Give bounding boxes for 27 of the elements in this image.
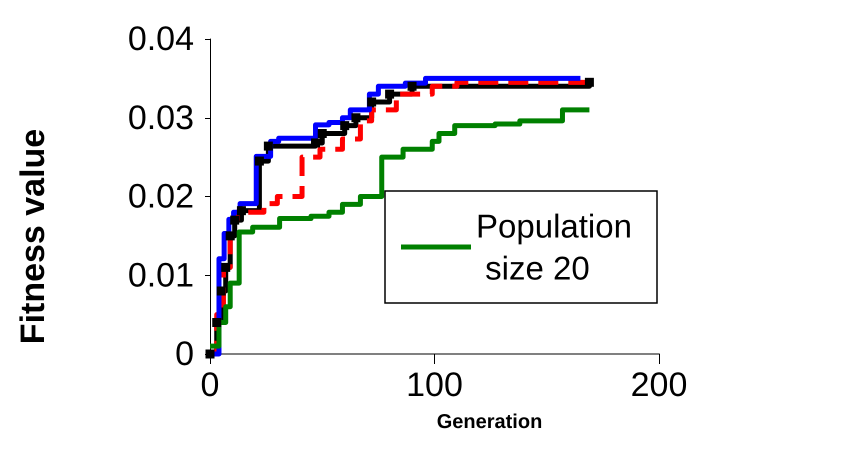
- point: [318, 129, 327, 138]
- point: [264, 142, 273, 151]
- x-tick-label: 200: [630, 366, 688, 404]
- point: [230, 216, 240, 225]
- y-tick-label: 0.02: [128, 178, 194, 216]
- y-axis-title: Fitness value: [14, 128, 52, 344]
- point: [385, 90, 394, 99]
- x-axis-title: Generation: [436, 411, 542, 433]
- y-tick-label: 0: [175, 335, 194, 373]
- y-tick-label: 0.03: [128, 98, 194, 137]
- point: [254, 156, 264, 166]
- point: [408, 82, 417, 91]
- point: [367, 98, 376, 106]
- y-tick-label: 0.01: [128, 256, 194, 294]
- point: [311, 138, 320, 148]
- legend-label: Population size 20: [476, 208, 632, 286]
- point: [236, 206, 246, 216]
- point: [584, 78, 594, 87]
- point: [351, 113, 360, 122]
- x-tick-label: 100: [406, 366, 463, 404]
- point: [216, 286, 226, 296]
- y-tick-label: 0.04: [128, 20, 194, 58]
- point: [212, 318, 222, 327]
- point: [226, 231, 235, 240]
- point: [340, 121, 350, 130]
- x-tick-label: 0: [200, 366, 220, 404]
- point: [221, 262, 230, 272]
